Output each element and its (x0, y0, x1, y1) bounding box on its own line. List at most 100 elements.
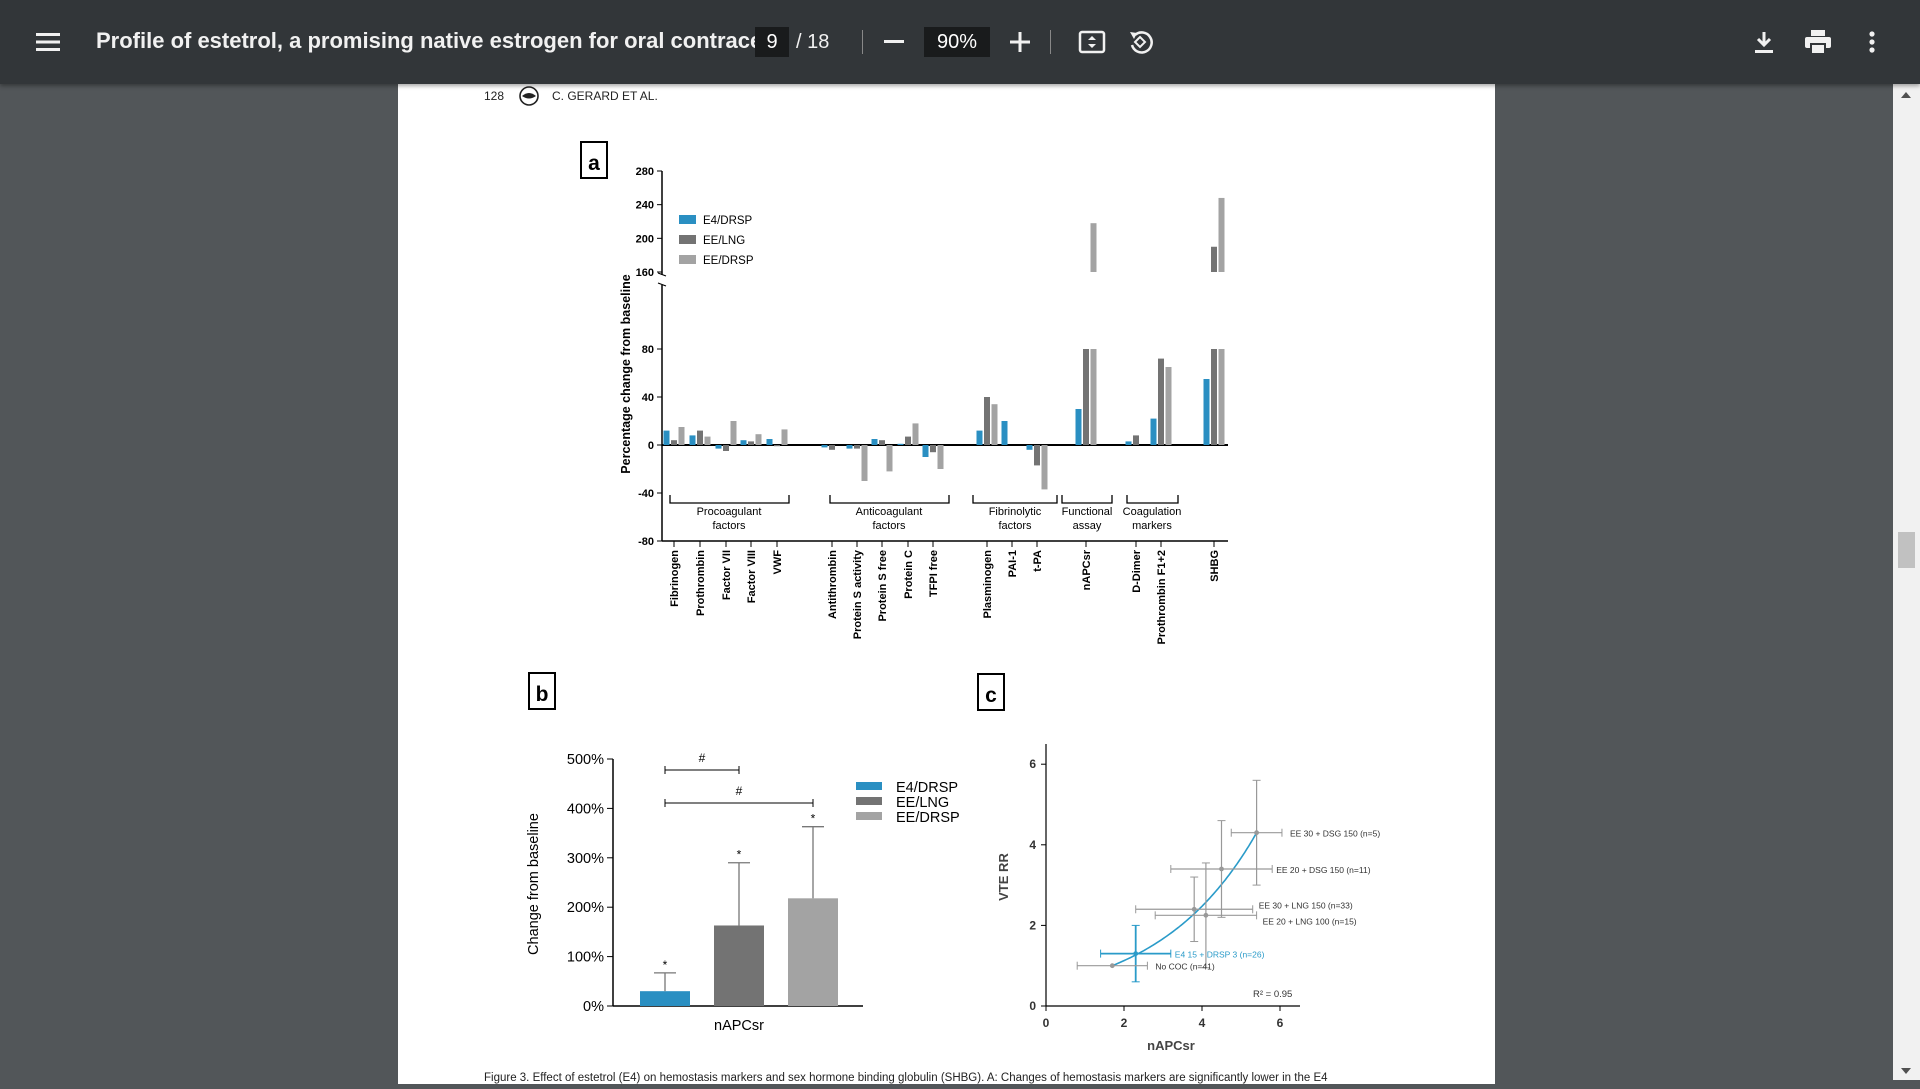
download-icon[interactable] (1748, 26, 1780, 58)
toolbar-divider (1050, 30, 1051, 54)
bar (821, 445, 828, 448)
group-label: assay (1073, 520, 1102, 532)
page-number-input[interactable]: 9 (755, 27, 789, 57)
bar (1034, 445, 1040, 466)
category-label: Plasminogen (982, 550, 994, 619)
bar (748, 441, 754, 445)
x-axis-label: nAPCsr (1147, 1038, 1195, 1053)
bar (1203, 379, 1210, 445)
scrollbar-thumb[interactable] (1898, 532, 1915, 568)
y-tick-label: 80 (642, 344, 654, 356)
group-bracket (1126, 495, 1179, 504)
journal-logo-icon (519, 86, 539, 106)
legend-label: E4/DRSP (896, 780, 958, 796)
page-total: / 18 (796, 31, 830, 53)
legend-label: E4/DRSP (703, 215, 753, 227)
scrollbar-track[interactable] (1893, 84, 1920, 1080)
bar (781, 429, 788, 445)
document-title: Profile of estetrol, a promising native … (96, 28, 781, 53)
panel-label-box (977, 673, 1005, 711)
legend-swatch (856, 812, 882, 820)
rotate-icon[interactable] (1122, 24, 1158, 60)
bar (1211, 349, 1217, 445)
bar (897, 443, 904, 445)
print-icon[interactable] (1800, 26, 1836, 58)
category-label: Protein S free (877, 550, 889, 622)
y-tick-label: 2 (1029, 918, 1036, 932)
page-canvas: 128 C. GERARD ET AL. a b c 2802402001608… (484, 86, 1380, 1084)
legend-swatch (856, 797, 882, 805)
bar (912, 423, 919, 445)
comparison-bracket (664, 799, 814, 807)
bar (640, 991, 690, 1006)
zoom-in-icon[interactable] (1004, 26, 1036, 58)
page-number: 128 (484, 89, 504, 103)
y-tick-label: 0 (648, 440, 654, 452)
toolbar-divider (862, 30, 863, 54)
bar-upper-segment (1211, 246, 1217, 272)
y-tick-label: 240 (636, 200, 654, 212)
fit-curve (1112, 832, 1258, 967)
legend-swatch (856, 782, 882, 790)
group-bracket (1061, 495, 1113, 504)
r-squared-label: R² = 0.95 (1253, 989, 1292, 1000)
group-label: Procoagulant (697, 506, 762, 518)
data-point (1219, 866, 1224, 872)
x-tick-label: 2 (1121, 1016, 1128, 1030)
legend-label: EE/LNG (703, 235, 745, 247)
bar-upper-segment (1090, 223, 1097, 272)
bar (755, 434, 762, 445)
legend-label: EE/LNG (896, 795, 949, 811)
significance-marker: # (736, 784, 743, 798)
scroll-up-arrow-icon[interactable] (1901, 92, 1911, 98)
bar (774, 445, 780, 447)
significance-marker: # (699, 751, 706, 765)
category-label: Factor VIII (746, 550, 758, 603)
menu-icon[interactable] (30, 26, 66, 58)
bar (1026, 445, 1033, 450)
y-tick-label: -80 (638, 536, 654, 548)
significance-marker: * (737, 848, 742, 862)
fit-page-icon[interactable] (1074, 26, 1110, 58)
category-label: SHBG (1209, 550, 1221, 582)
y-tick-label: 4 (1029, 838, 1036, 852)
running-authors: C. GERARD ET AL. (552, 89, 658, 103)
bar (1150, 418, 1157, 445)
zoom-out-icon[interactable] (878, 26, 910, 58)
pdf-page: 128 C. GERARD ET AL. a b c 280 240 200 160 8… (398, 84, 1495, 1084)
category-label: D-Dimer (1131, 549, 1143, 593)
bar (714, 925, 764, 1006)
group-label: factors (872, 520, 906, 532)
x-tick-label: 0 (1043, 1016, 1050, 1030)
y-tick-label: 300% (567, 851, 604, 867)
zoom-level-input[interactable]: 90% (924, 27, 990, 57)
bar (1133, 435, 1139, 445)
point-label: EE 30 + LNG 150 (n=33) (1259, 900, 1353, 910)
legend-swatch (679, 215, 696, 224)
y-tick-label: -40 (638, 488, 654, 500)
y-axis-label: VTE RR (996, 853, 1011, 901)
data-point (1191, 906, 1197, 912)
bar (671, 440, 677, 445)
point-label: E4 15 + DRSP 3 (n=26) (1175, 950, 1265, 960)
bar (846, 445, 853, 449)
bar-upper-segment (1218, 197, 1225, 272)
chart-c: 0 2 4 6 0 2 4 6 nAPCsr VTE RR EE 30 + DSG 150 (n=5… (996, 744, 1380, 1053)
y-tick-label: 100% (567, 950, 604, 966)
bar (715, 445, 722, 449)
data-point (1109, 963, 1115, 969)
group-bracket (669, 495, 790, 504)
group-label: factors (712, 520, 746, 532)
y-tick-label: 0% (583, 999, 604, 1015)
y-tick-label: 280 (636, 166, 654, 178)
more-vert-icon[interactable] (1856, 26, 1888, 58)
bar (930, 445, 936, 453)
significance-marker: * (663, 958, 668, 972)
y-axis-label: Change from baseline (526, 813, 542, 955)
bar (1041, 445, 1048, 490)
category-label: Factor VII (721, 550, 733, 600)
y-tick-label: 500% (567, 752, 604, 768)
scroll-down-arrow-icon[interactable] (1901, 1068, 1911, 1074)
category-label: PAI-1 (1007, 550, 1019, 577)
data-point (1203, 912, 1209, 918)
